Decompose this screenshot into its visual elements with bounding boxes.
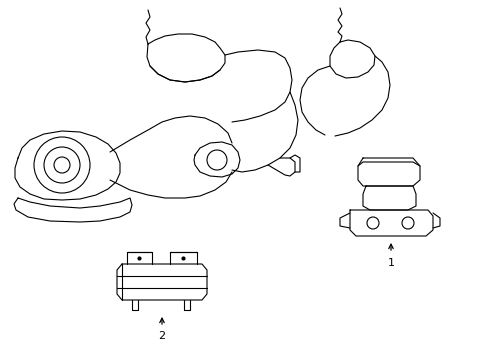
Text: 1: 1 <box>386 258 394 268</box>
Text: 2: 2 <box>158 331 165 341</box>
